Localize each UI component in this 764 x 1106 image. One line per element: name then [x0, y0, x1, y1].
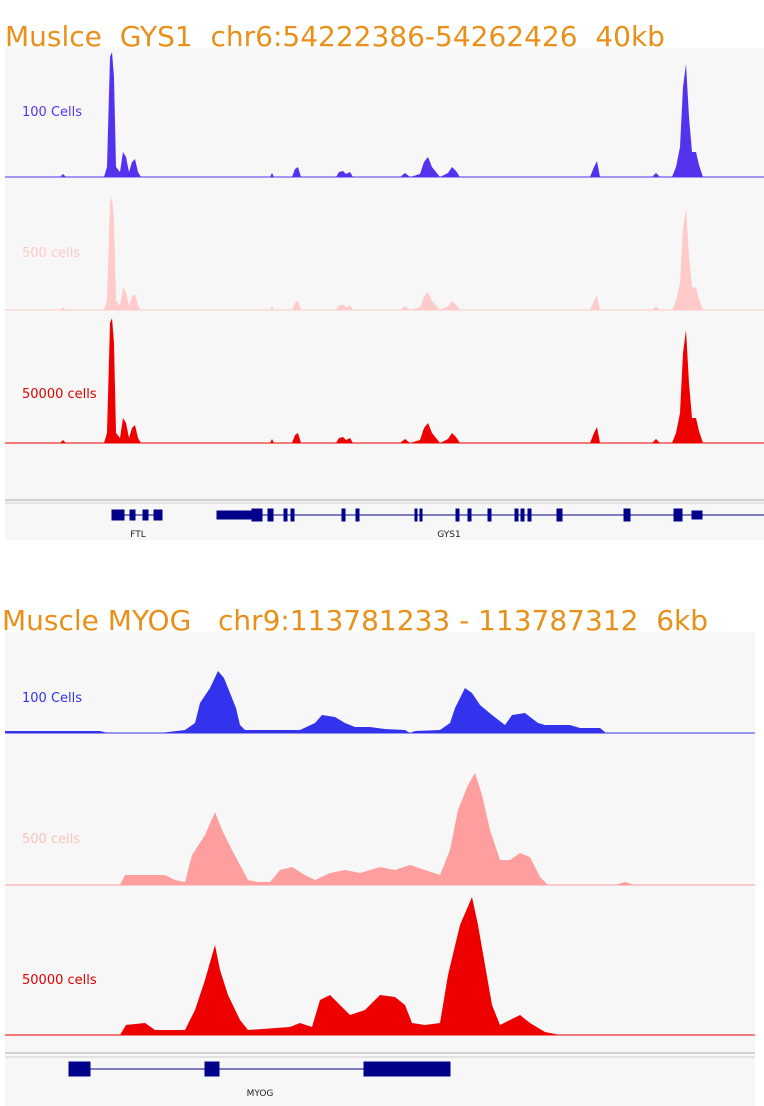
gene-label: FTL [130, 530, 146, 540]
track-label: 500 cells [22, 246, 80, 261]
panel-title: Muslce GYS1 chr6:54222386-54262426 40kb [5, 20, 665, 53]
gene-model [68, 1061, 451, 1077]
track-label: 100 Cells [22, 105, 82, 120]
gene-label: MYOG [247, 1089, 274, 1099]
signal [5, 773, 755, 885]
gene-model [111, 508, 764, 522]
panel-title: Muscle MYOG chr9:113781233 - 113787312 6… [2, 604, 708, 637]
signal [5, 318, 764, 444]
track-label: 50000 cells [22, 973, 97, 988]
signal [5, 52, 764, 178]
track-label: 100 Cells [22, 691, 82, 706]
signal [5, 897, 755, 1035]
track-label: 50000 cells [22, 387, 97, 402]
track-label: 500 cells [22, 832, 80, 847]
gene-label: GYS1 [437, 530, 460, 540]
track-area [5, 48, 764, 540]
